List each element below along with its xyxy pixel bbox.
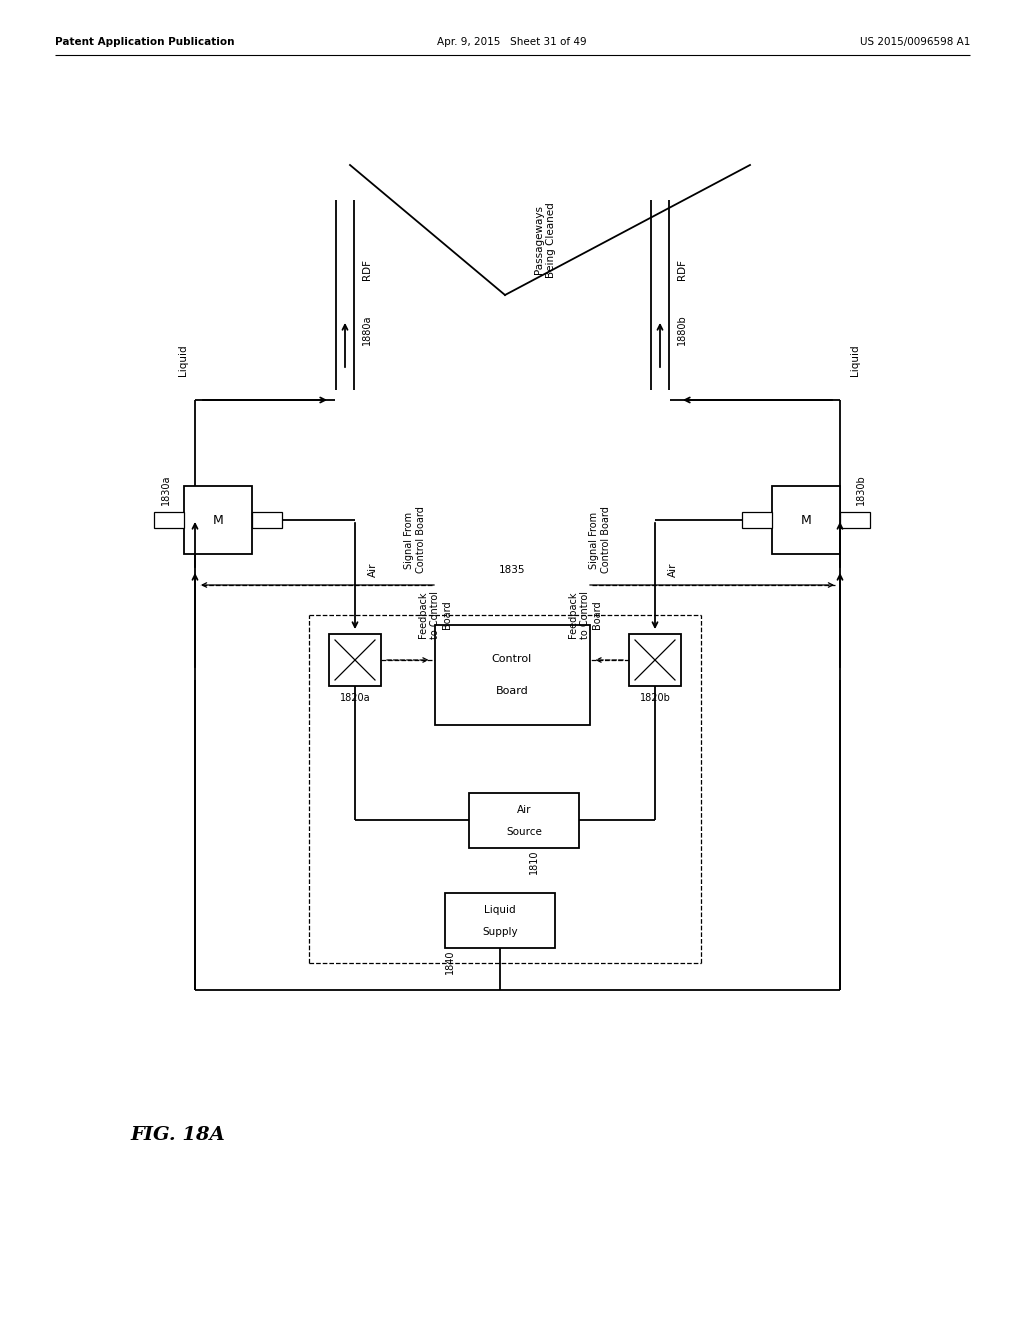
Text: M: M [801,513,811,527]
Bar [184,486,252,554]
Text: Signal From
Control Board: Signal From Control Board [589,507,610,573]
Text: 1835: 1835 [499,565,525,576]
Text: Air: Air [517,805,531,814]
Bar [742,512,772,528]
Bar [329,634,381,686]
Bar [629,634,681,686]
Bar [840,512,870,528]
Text: Liquid: Liquid [484,906,516,915]
Text: Apr. 9, 2015   Sheet 31 of 49: Apr. 9, 2015 Sheet 31 of 49 [437,37,587,48]
Text: 1880a: 1880a [362,314,372,346]
Text: Liquid: Liquid [178,345,188,376]
Text: FIG. 18A: FIG. 18A [130,1126,224,1144]
Text: Feedback
to Control
Board: Feedback to Control Board [419,591,452,639]
Bar [772,486,840,554]
Text: M: M [213,513,223,527]
Bar [434,624,590,725]
Text: 1810: 1810 [529,850,539,874]
Text: Air: Air [668,562,678,577]
Text: 1820a: 1820a [340,693,371,704]
Text: Liquid: Liquid [850,345,860,376]
Text: RDF: RDF [362,260,372,281]
Text: US 2015/0096598 A1: US 2015/0096598 A1 [859,37,970,48]
Text: Air: Air [368,562,378,577]
Text: 1820b: 1820b [640,693,671,704]
Text: 1830a: 1830a [161,475,171,506]
Text: Supply: Supply [482,927,518,937]
Text: Board: Board [496,686,528,696]
Text: Signal From
Control Board: Signal From Control Board [404,507,426,573]
Bar [469,792,579,847]
Text: RDF: RDF [677,260,687,281]
Text: Feedback
to Control
Board: Feedback to Control Board [568,591,602,639]
Bar [252,512,282,528]
Bar [445,892,555,948]
Text: Control: Control [492,653,532,664]
Text: 1840: 1840 [445,950,455,974]
Text: Patent Application Publication: Patent Application Publication [55,37,234,48]
Text: Source: Source [506,828,542,837]
Text: 1880b: 1880b [677,314,687,346]
Text: 1830b: 1830b [856,475,866,506]
Text: Passageways
Being Cleaned: Passageways Being Cleaned [535,202,556,279]
Bar [154,512,184,528]
